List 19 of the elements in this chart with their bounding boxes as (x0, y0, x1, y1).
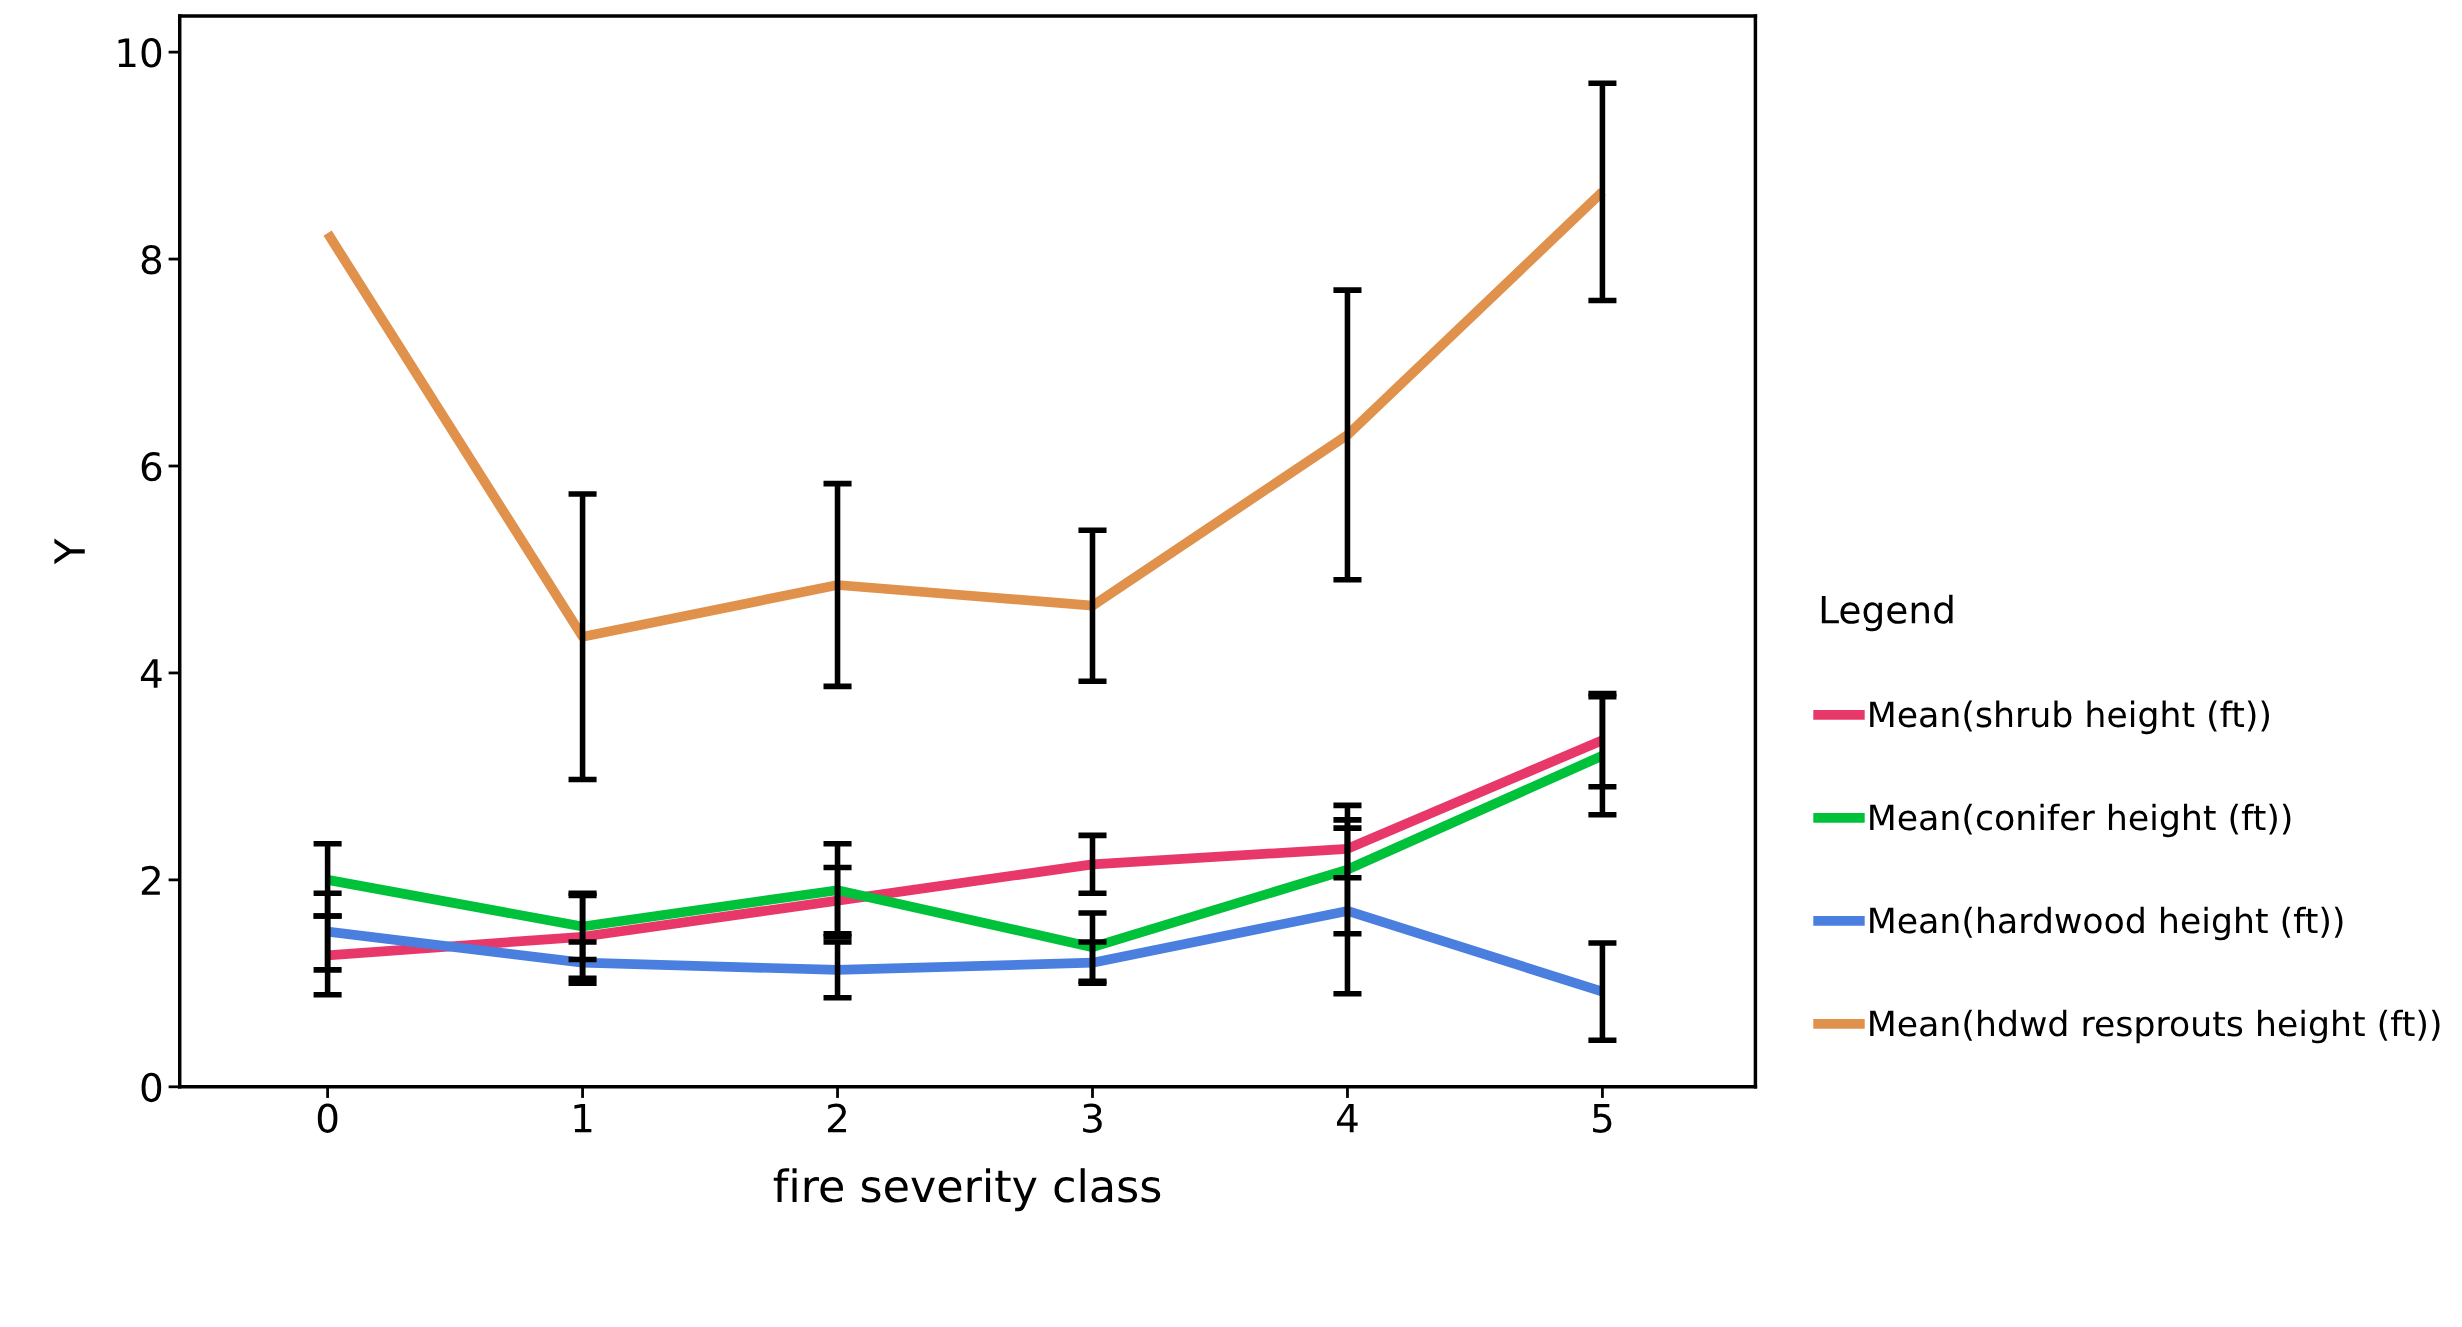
x-axis-title: fire severity class (773, 1168, 1161, 1212)
y-tick-label: 6 (141, 451, 162, 482)
y-tick-label: 0 (141, 1072, 162, 1103)
legend-label: Mean(hdwd resprouts height (ft)) (1870, 1009, 2440, 1044)
x-tick-label: 0 (317, 1103, 338, 1133)
y-axis-title: Y (54, 538, 85, 565)
x-tick-label: 4 (1336, 1103, 1358, 1133)
legend-title: Legend (1821, 594, 1953, 632)
y-tick-label: 8 (141, 244, 162, 275)
y-tick-label: 4 (140, 659, 162, 688)
legend-label: Mean(conifer height (ft)) (1870, 803, 2291, 838)
y-tick-label: 10 (118, 38, 162, 68)
legend-label: Mean(hardwood height (ft)) (1870, 906, 2343, 941)
y-tick-label: 2 (141, 865, 160, 895)
legend-label: Mean(shrub height (ft)) (1870, 700, 2269, 735)
x-tick-label: 5 (1593, 1103, 1612, 1133)
x-tick-label: 2 (828, 1103, 847, 1133)
x-tick-label: 3 (1083, 1103, 1102, 1133)
x-tick-label: 1 (574, 1103, 592, 1133)
